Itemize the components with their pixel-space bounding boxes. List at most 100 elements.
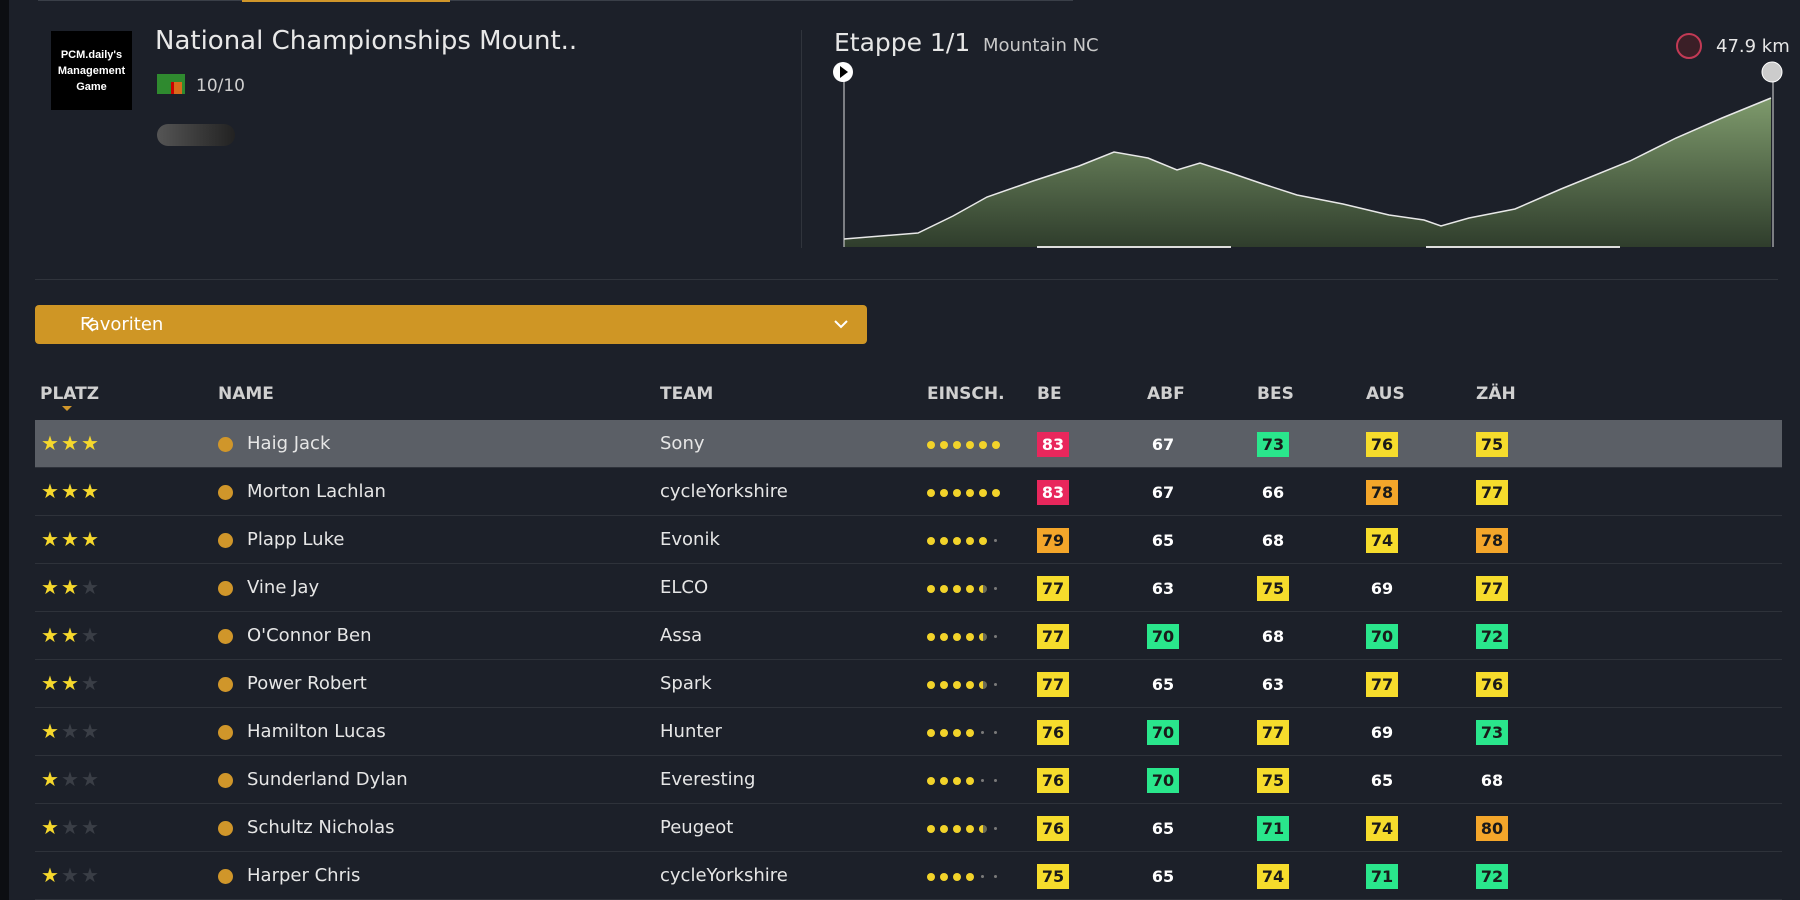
- stat-value: 79: [1037, 528, 1069, 553]
- rider-row[interactable]: ★ ★ ★ Plapp Luke Evonik 79 65 68 74 78: [35, 516, 1782, 564]
- stat-value: 83: [1037, 432, 1069, 457]
- stat-value: 63: [1261, 675, 1285, 694]
- stat-value: 69: [1370, 579, 1394, 598]
- stage-type: Mountain NC: [983, 35, 1099, 56]
- rating-dot: [994, 635, 997, 638]
- rider-name[interactable]: Haig Jack: [247, 433, 331, 454]
- star: ★: [41, 671, 59, 695]
- info-icon[interactable]: [218, 677, 233, 692]
- star: ★: [81, 863, 99, 887]
- rider-name[interactable]: Sunderland Dylan: [247, 769, 408, 790]
- rating-dot: [979, 681, 987, 689]
- star: ★: [41, 479, 59, 503]
- rating-dot: [979, 633, 987, 641]
- rating-dot: [966, 633, 974, 641]
- sort-indicator: [62, 406, 72, 411]
- column-header[interactable]: PLATZ: [40, 384, 100, 404]
- race-logo: PCM.daily's Management Game: [51, 31, 132, 110]
- team-name: Everesting: [660, 769, 756, 790]
- rider-row[interactable]: ★ ★ ★ Power Robert Spark 77 65 63 77 76: [35, 660, 1782, 708]
- stat-value: 77: [1366, 672, 1398, 697]
- rider-row[interactable]: ★ ★ ★ Harper Chris cycleYorkshire 75 65 74 71 72: [35, 852, 1782, 900]
- star: ★: [81, 431, 99, 455]
- rating-dot: [953, 825, 961, 833]
- column-header[interactable]: NAME: [218, 384, 274, 404]
- star: ★: [61, 479, 79, 503]
- active-tab[interactable]: [242, 0, 450, 2]
- rider-name[interactable]: Power Robert: [247, 673, 367, 694]
- rating-dot: [927, 633, 935, 641]
- rating-dot: [940, 729, 948, 737]
- stat-value: 65: [1151, 867, 1175, 886]
- rating-dot: [940, 873, 948, 881]
- star: ★: [61, 527, 79, 551]
- rating-dot: [953, 441, 961, 449]
- rating-dot: [953, 681, 961, 689]
- stat-value: 70: [1366, 624, 1398, 649]
- rider-name[interactable]: Morton Lachlan: [247, 481, 386, 502]
- rider-name[interactable]: O'Connor Ben: [247, 625, 372, 646]
- rating-dot: [966, 873, 974, 881]
- star: ★: [61, 431, 79, 455]
- rider-row[interactable]: ★ ★ ★ Haig Jack Sony 83 67 73 76 75: [35, 420, 1782, 468]
- info-icon[interactable]: [218, 869, 233, 884]
- rider-name[interactable]: Schultz Nicholas: [247, 817, 395, 838]
- rider-row[interactable]: ★ ★ ★ Morton Lachlan cycleYorkshire 83 67 66 78 7…: [35, 468, 1782, 516]
- info-icon[interactable]: [218, 485, 233, 500]
- rating-dot: [927, 681, 935, 689]
- filter-dropdown[interactable]: [35, 305, 886, 344]
- info-icon[interactable]: [218, 629, 233, 644]
- rating-dot: [953, 633, 961, 641]
- info-icon[interactable]: [218, 725, 233, 740]
- rider-row[interactable]: ★ ★ ★ Sunderland Dylan Everesting 76 70 75 65 68: [35, 756, 1782, 804]
- rider-name[interactable]: Plapp Luke: [247, 529, 345, 550]
- info-icon[interactable]: [218, 533, 233, 548]
- info-icon[interactable]: [218, 773, 233, 788]
- stat-value: 67: [1151, 435, 1175, 454]
- stat-value: 68: [1261, 531, 1285, 550]
- stat-value: 76: [1037, 720, 1069, 745]
- column-header[interactable]: BE: [1037, 384, 1062, 404]
- race-title: National Championships Mount..: [155, 26, 578, 56]
- column-header[interactable]: EINSCH.: [927, 384, 1005, 404]
- rating-dot: [994, 875, 997, 878]
- column-header[interactable]: BES: [1257, 384, 1294, 404]
- rider-name[interactable]: Hamilton Lucas: [247, 721, 386, 742]
- column-header[interactable]: ZÄH: [1476, 384, 1516, 404]
- rating-dot: [940, 585, 948, 593]
- rider-row[interactable]: ★ ★ ★ Vine Jay ELCO 77 63 75 69 77: [35, 564, 1782, 612]
- rating-dot: [940, 441, 948, 449]
- rider-row[interactable]: ★ ★ ★ Schultz Nicholas Peugeot 76 65 71 74 80: [35, 804, 1782, 852]
- stat-value: 77: [1257, 720, 1289, 745]
- star: ★: [41, 863, 59, 887]
- star: ★: [81, 815, 99, 839]
- rating-dot: [981, 779, 984, 782]
- rating-dot: [940, 633, 948, 641]
- info-icon[interactable]: [218, 821, 233, 836]
- column-header[interactable]: ABF: [1147, 384, 1185, 404]
- column-header[interactable]: AUS: [1366, 384, 1405, 404]
- stat-value: 76: [1476, 672, 1508, 697]
- rider-name[interactable]: Harper Chris: [247, 865, 361, 886]
- logo-text: PCM.daily's Management Game: [57, 48, 126, 93]
- team-name: cycleYorkshire: [660, 481, 788, 502]
- star: ★: [61, 767, 79, 791]
- rating-dot: [953, 729, 961, 737]
- stat-value: 70: [1147, 768, 1179, 793]
- info-icon[interactable]: [218, 437, 233, 452]
- rider-row[interactable]: ★ ★ ★ O'Connor Ben Assa 77 70 68 70 72: [35, 612, 1782, 660]
- rider-name[interactable]: Vine Jay: [247, 577, 320, 598]
- rating-dot: [927, 873, 935, 881]
- toggle[interactable]: [157, 124, 235, 146]
- stat-value: 76: [1037, 768, 1069, 793]
- rider-row[interactable]: ★ ★ ★ Hamilton Lucas Hunter 76 70 77 69 73: [35, 708, 1782, 756]
- rating-dot: [927, 441, 935, 449]
- stat-value: 72: [1476, 624, 1508, 649]
- star: ★: [81, 479, 99, 503]
- stat-value: 71: [1366, 864, 1398, 889]
- column-header[interactable]: TEAM: [660, 384, 714, 404]
- stat-value: 77: [1476, 576, 1508, 601]
- rating-dot: [979, 489, 987, 497]
- info-icon[interactable]: [218, 581, 233, 596]
